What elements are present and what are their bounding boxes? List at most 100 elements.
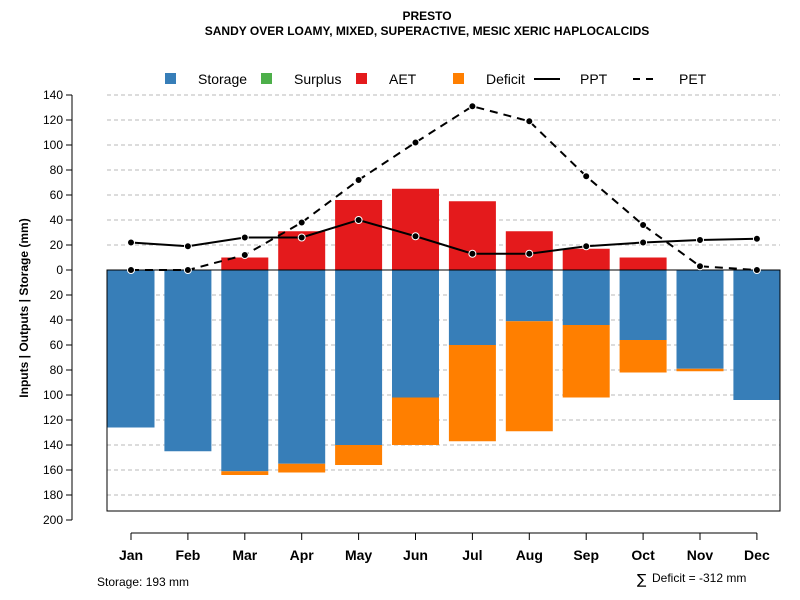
aet-bar	[221, 257, 269, 270]
pet-point	[752, 266, 761, 274]
legend-label: AET	[389, 71, 417, 87]
series-lines	[127, 102, 761, 274]
deficit-bar	[448, 345, 496, 442]
x-tick-label: Nov	[687, 547, 714, 563]
deficit-bar	[505, 321, 553, 432]
ppt-point	[582, 242, 591, 251]
pet-point	[525, 117, 534, 126]
legend-label: Storage	[198, 71, 247, 87]
storage-footer: Storage: 193 mm	[97, 575, 189, 589]
y-tick-label: 80	[50, 163, 64, 177]
ppt-point	[354, 216, 363, 224]
pet-point	[582, 172, 591, 181]
legend-swatch	[453, 73, 464, 84]
storage-bar	[448, 270, 496, 345]
storage-bar	[107, 270, 155, 428]
deficit-bar	[221, 471, 269, 475]
x-tick-label: Sep	[573, 547, 599, 563]
y-tick-label: 0	[56, 263, 63, 277]
ppt-point	[183, 242, 192, 251]
y-tick-label: 60	[50, 188, 64, 202]
y-tick-label: 40	[50, 313, 64, 327]
gridlines	[107, 94, 780, 496]
y-tick-label: 100	[43, 138, 63, 152]
pet-point	[639, 221, 648, 229]
deficit-bar	[335, 445, 383, 465]
deficit-footer: Deficit = -312 mm	[652, 571, 746, 585]
legend-label: PPT	[580, 71, 608, 87]
y-tick-label: 120	[43, 413, 63, 427]
pet-point	[297, 218, 306, 227]
aet-bar	[335, 200, 383, 270]
pet-point	[411, 138, 420, 147]
legend-swatch	[165, 73, 176, 84]
storage-bar	[619, 270, 667, 340]
x-tick-label: Mar	[232, 547, 257, 563]
plot-box	[106, 269, 781, 512]
y-tick-label: 20	[50, 288, 64, 302]
legend-label: Surplus	[294, 71, 341, 87]
y-tick-label: 180	[43, 488, 63, 502]
storage-bar	[505, 270, 553, 322]
y-tick-label: 120	[43, 113, 63, 127]
storage-bar	[278, 270, 326, 464]
aet-bar	[619, 257, 667, 270]
ppt-point	[525, 249, 534, 258]
pet-point	[468, 102, 477, 111]
x-tick-label: Jul	[462, 547, 482, 563]
deficit-bar	[278, 463, 326, 473]
x-tick-label: Feb	[175, 547, 200, 563]
pet-point	[240, 251, 249, 259]
legend: Storage Surplus AET Deficit PPT PET	[165, 71, 707, 87]
ppt-point	[639, 238, 648, 247]
legend-label: Deficit	[486, 71, 525, 87]
ppt-line	[130, 218, 757, 255]
x-tick-label: Apr	[290, 547, 315, 563]
ppt-point	[468, 249, 477, 258]
chart-title: PRESTO	[402, 9, 451, 23]
y-tick-label: 140	[43, 88, 63, 102]
x-axis: Jan Feb Mar Apr May Jun Jul Aug Sep Oct Nov Dec	[119, 532, 770, 563]
aet-bar	[562, 248, 610, 270]
pet-point	[354, 176, 363, 184]
storage-bar	[562, 270, 610, 325]
deficit-bar	[676, 368, 724, 372]
y-tick-label: 40	[50, 213, 64, 227]
storage-bar	[164, 270, 212, 452]
ppt-point	[297, 233, 306, 242]
y-tick-label: 60	[50, 338, 64, 352]
sigma-symbol: ∑	[637, 572, 647, 588]
y-tick-label: 140	[43, 438, 63, 452]
y-axis: 1401201008060402002040608010012014016018…	[43, 88, 73, 527]
y-tick-label: 100	[43, 388, 63, 402]
x-tick-label: Jun	[403, 547, 428, 563]
storage-bar	[221, 270, 269, 472]
ppt-point	[752, 234, 761, 243]
deficit-bar	[619, 340, 667, 373]
deficit-bar	[562, 325, 610, 398]
bars	[107, 188, 781, 475]
aet-bar	[392, 188, 439, 270]
y-tick-label: 160	[43, 463, 63, 477]
y-tick-label: 20	[50, 238, 64, 252]
legend-label: PET	[679, 71, 707, 87]
chart-subtitle: SANDY OVER LOAMY, MIXED, SUPERACTIVE, ME…	[205, 24, 650, 38]
ppt-point	[411, 232, 420, 241]
y-tick-label: 200	[43, 513, 63, 527]
y-tick-label: 80	[50, 363, 64, 377]
storage-bar	[392, 270, 439, 398]
x-tick-label: Jan	[119, 547, 143, 563]
x-tick-label: Dec	[744, 547, 770, 563]
pet-line	[131, 105, 757, 271]
y-axis-label: Inputs | Outputs | Storage (mm)	[17, 218, 31, 397]
pet-point	[183, 266, 192, 274]
x-tick-label: Oct	[631, 547, 655, 563]
storage-bar	[733, 270, 781, 400]
x-tick-label: Aug	[516, 547, 543, 563]
ppt-point	[127, 238, 135, 247]
aet-bar	[448, 201, 496, 270]
pet-point	[696, 262, 704, 271]
deficit-bar	[392, 397, 439, 445]
storage-bar	[676, 270, 724, 369]
